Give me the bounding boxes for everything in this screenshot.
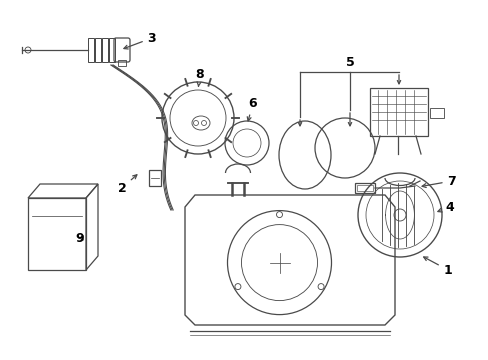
Bar [118, 60, 126, 66]
Bar [429, 108, 443, 118]
Bar [95, 38, 101, 62]
Bar [28, 198, 86, 270]
Text: 2: 2 [118, 175, 137, 194]
Text: 4: 4 [437, 201, 453, 213]
Bar [109, 38, 115, 62]
Text: 8: 8 [195, 68, 204, 86]
Bar [102, 38, 108, 62]
Text: 1: 1 [423, 257, 451, 276]
Bar [149, 170, 161, 186]
Text: 5: 5 [345, 55, 354, 68]
Bar [354, 183, 374, 193]
Text: 3: 3 [123, 32, 156, 49]
Bar [369, 88, 427, 136]
Text: 9: 9 [76, 231, 84, 244]
Bar [356, 185, 372, 191]
Text: 7: 7 [421, 175, 455, 188]
Bar [88, 38, 94, 62]
Text: 6: 6 [247, 96, 257, 121]
